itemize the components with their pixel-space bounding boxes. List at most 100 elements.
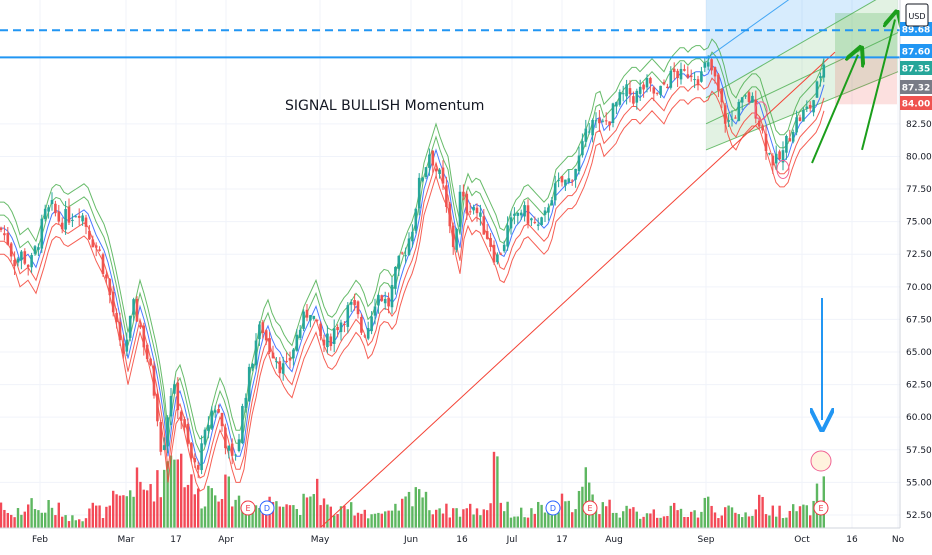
volume-bar [686,517,689,528]
volume-bar [452,508,455,528]
volume-bar [275,501,278,528]
price-tag[interactable] [900,61,932,75]
volume-bar [499,502,502,528]
candle-body [407,238,411,255]
candle-body [115,312,118,323]
earnings-marker[interactable] [582,500,598,516]
candle-body [149,358,152,365]
volume-bar [785,517,788,528]
candle-body [696,79,700,86]
dividend-marker[interactable] [259,500,275,516]
volume-bar [795,511,798,528]
volume-bar [482,509,485,528]
currency-badge[interactable] [905,3,929,27]
candle-body [230,443,234,456]
volume-bar [54,515,57,528]
volume-bar [336,514,339,528]
candle-body [795,117,798,133]
volume-bar [703,497,706,528]
volume-bar [251,510,254,528]
price-tag-label: 87.32 [902,84,930,94]
x-tick-label: Jun [403,535,418,545]
candle-body [445,185,448,207]
volume-bar [142,489,145,528]
candle-body [421,177,424,181]
price-tag[interactable] [900,44,932,58]
volume-bar [608,499,611,528]
candle-body [336,326,339,331]
time-axis[interactable] [0,528,932,550]
candle-body [302,311,305,329]
candle-body [220,412,224,427]
volume-bar [781,518,785,528]
volume-bar [737,514,740,528]
candle-body [475,207,479,214]
volume-bar [486,510,489,528]
volume-bar [768,515,771,528]
price-tags: 89.68 87.60 87.35 87.32 84.00 [900,22,932,110]
volume-bar [662,516,666,528]
volume-bar [445,503,448,528]
candle-body [254,340,258,366]
candle-body [625,84,628,97]
dividend-marker[interactable] [545,500,561,516]
price-tag[interactable] [900,96,932,110]
volume-bar [557,512,560,528]
volume-bar [390,510,394,528]
earnings-marker[interactable] [240,500,256,516]
volume-bar [479,515,482,528]
candle-body [105,274,108,279]
volume-bar [492,451,496,528]
volume-bar [428,510,431,528]
price-tag[interactable] [900,80,932,94]
candle-body [91,239,95,248]
candle-body [281,363,285,374]
earnings-marker[interactable] [813,500,829,516]
candle-body [81,215,84,222]
volume-bar [248,507,251,528]
candle-body [594,120,598,122]
event-marker-label: D [264,504,270,513]
price-tag-label: 87.60 [902,48,930,58]
candle-body [234,454,237,456]
candle-body [363,335,367,337]
x-tick-label: 17 [170,535,181,545]
y-tick-label: 52.50 [906,511,932,521]
candle-body [315,319,319,321]
candle-body [581,141,584,156]
candle-body [166,417,169,447]
volume-bar [377,512,380,528]
volume-bar [547,510,550,528]
volume-bar [666,516,669,528]
candle-body [346,305,350,327]
volume-bar [339,506,343,528]
volume-bar [625,505,628,528]
volume-bar [180,453,183,528]
candle-body [305,309,309,318]
candle-body [506,225,509,247]
candle-body [125,339,129,352]
volume-bar [71,515,74,528]
volume-bar [64,515,67,528]
candle-body [200,443,203,471]
candle-body [26,264,30,268]
volume-bar [74,520,77,528]
volume-bar [118,495,122,528]
volume-bar [265,505,268,528]
candle-body [774,153,778,164]
candle-body [577,155,581,172]
volume-bar [91,502,94,528]
volume-bar [635,511,638,528]
volume-bar [193,494,196,528]
candle-body [730,118,734,120]
candle-body [251,363,254,369]
volume-bar [751,515,754,528]
candles [0,55,826,479]
candle-body [451,225,455,248]
candle-body [94,245,98,248]
volume-bar [764,514,768,528]
volume-bar [642,516,645,528]
candle-body [6,233,10,245]
